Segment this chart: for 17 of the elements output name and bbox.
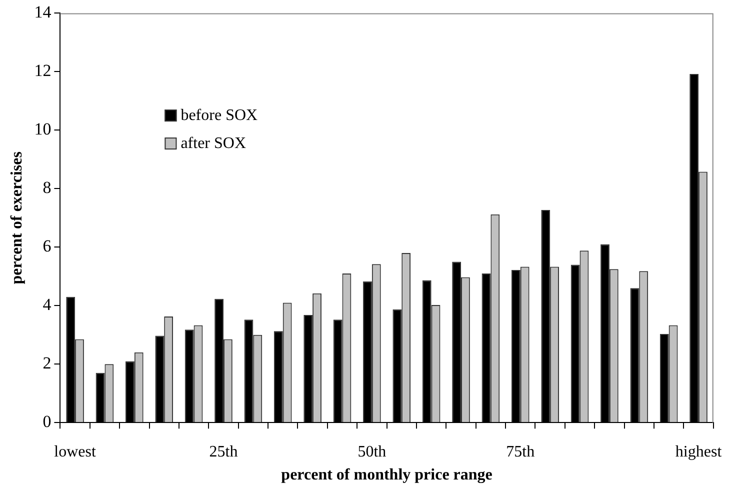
y-tick-label: 4 bbox=[42, 295, 52, 314]
y-tick-label: 10 bbox=[34, 120, 52, 139]
x-axis-title: percent of monthly price range bbox=[281, 466, 492, 484]
x-tick-label: lowest bbox=[54, 443, 96, 460]
y-tick-label: 2 bbox=[42, 354, 52, 373]
x-tick-label: highest bbox=[675, 443, 722, 460]
y-tick-label: 0 bbox=[42, 412, 52, 432]
legend-label: before SOX bbox=[180, 106, 258, 124]
y-axis-title: percent of exercises bbox=[8, 152, 26, 284]
y-tick-label: 8 bbox=[42, 178, 52, 198]
y-tick-label: 12 bbox=[34, 61, 52, 80]
legend-label: after SOX bbox=[180, 134, 246, 152]
x-tick-label: 50th bbox=[358, 443, 386, 460]
x-tick-label: 75th bbox=[506, 443, 535, 460]
x-tick-label: 25th bbox=[209, 443, 238, 460]
y-tick-label: 14 bbox=[34, 2, 52, 22]
y-tick-label: 6 bbox=[42, 236, 52, 256]
